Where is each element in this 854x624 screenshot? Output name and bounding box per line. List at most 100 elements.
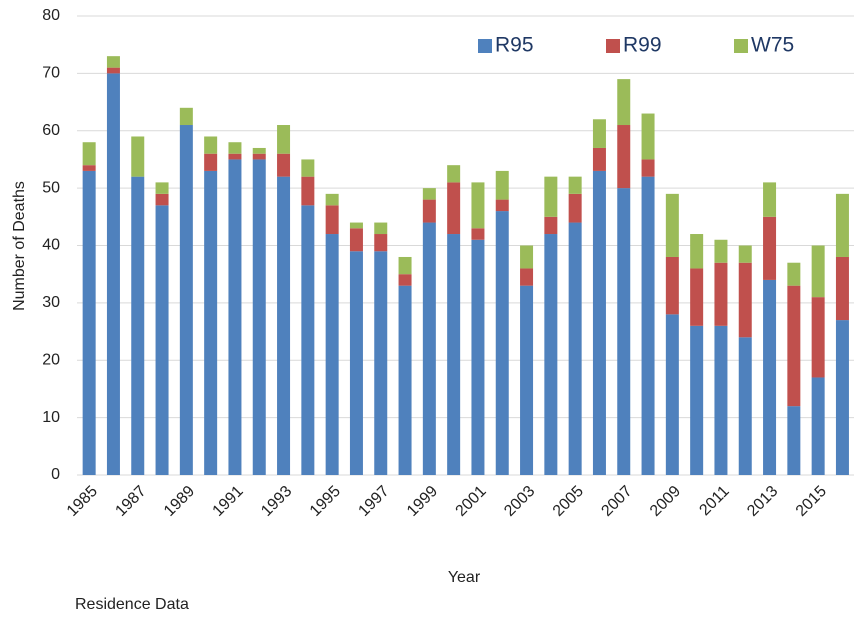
bar-segment [714,239,728,263]
bar-segment [835,320,849,475]
bar-segment [374,251,388,475]
bar-segment [714,325,728,475]
bar-segment [422,188,436,200]
bar-segment [179,125,193,475]
bar-segment [179,107,193,126]
bar-segment [763,216,777,280]
caption: Residence Data [75,596,189,613]
legend-swatch [478,39,492,53]
bar-segment [763,279,777,475]
y-tick-label: 10 [42,409,60,426]
bar-segment [617,79,631,126]
y-axis-label: Number of Deaths [11,181,28,311]
bar-segment [106,56,120,68]
bar-segment [617,125,631,189]
bar-segment [811,245,825,298]
bar-segment [301,205,315,475]
bar-segment [665,193,679,257]
x-tick-label: 1985 [64,483,101,520]
bar-segment [665,314,679,475]
bar-segment [204,136,218,154]
x-tick-label: 1991 [210,483,247,520]
bar-segment [349,251,363,475]
bar-segment [422,199,436,223]
bar-segment [690,325,704,475]
bar-segment [690,268,704,326]
x-tick-label: 2011 [696,483,732,519]
bar-segment [82,170,96,475]
bar-segment [325,205,339,235]
legend-label: R99 [623,34,662,57]
bar-segment [155,193,169,206]
bar-segment [301,159,315,177]
bar-segment [738,337,752,475]
x-tick-label: 1989 [161,483,198,520]
bar-segment [544,176,558,217]
bar-segment [738,245,752,263]
bar-segment [495,211,509,475]
x-tick-label: 1999 [404,483,441,520]
bar-segment [520,285,534,475]
x-tick-label: 1995 [307,483,344,520]
bar-segment [398,285,412,475]
bar-segment [787,285,801,407]
y-tick-label: 60 [42,122,60,139]
bar-segment [228,153,242,160]
bar-segment [252,159,266,475]
x-tick-label: 2001 [453,483,490,520]
x-tick-label: 2009 [647,483,684,520]
bar-segment [787,262,801,286]
bar-segment [252,153,266,160]
bar-segment [82,165,96,171]
bar-segment [495,170,509,200]
bar-segment [471,228,485,240]
bar-segment [471,182,485,229]
bar-segment [471,239,485,475]
bar-segment [568,222,582,475]
bar-segment [811,297,825,378]
bar-segment [787,406,801,475]
y-tick-label: 40 [42,237,60,254]
legend-swatch [606,39,620,53]
bar-segment [738,262,752,338]
legend-label: R95 [495,34,534,57]
bar-segment [641,176,655,475]
bar-segment [835,256,849,321]
bar-segment [398,256,412,275]
x-axis-label: Year [448,569,481,586]
bar-segment [592,170,606,475]
x-tick-label: 2015 [793,483,830,520]
bar-segment [665,256,679,315]
bar-segment [374,234,388,252]
bar-segment [301,176,315,206]
x-tick-label: 2013 [744,483,781,520]
bar-segment [131,136,145,177]
bar-segment [204,153,218,171]
bar-segment [277,125,291,154]
bar-segment [228,142,242,154]
bar-segment [568,176,582,194]
legend-label: W75 [751,34,794,57]
bar-segment [447,165,461,183]
bar-segment [374,222,388,235]
bar-segment [277,176,291,475]
bar-segment [447,234,461,475]
bar-segment [422,222,436,475]
bar-segment [544,234,558,475]
y-tick-label: 30 [42,294,60,311]
bar-segment [349,222,363,229]
bar-segment [763,182,777,217]
bar-segment [106,73,120,475]
x-tick-label: 2007 [598,483,635,520]
x-tick-label: 1997 [355,483,392,520]
bar-segment [325,193,339,206]
bar-segment [155,182,169,194]
legend-swatch [734,39,748,53]
bar-segment [544,216,558,235]
bar-segment [106,67,120,74]
bar-segment [714,262,728,326]
bar-segment [641,113,655,160]
bar-segment [252,147,266,154]
bar-segment [447,182,461,235]
